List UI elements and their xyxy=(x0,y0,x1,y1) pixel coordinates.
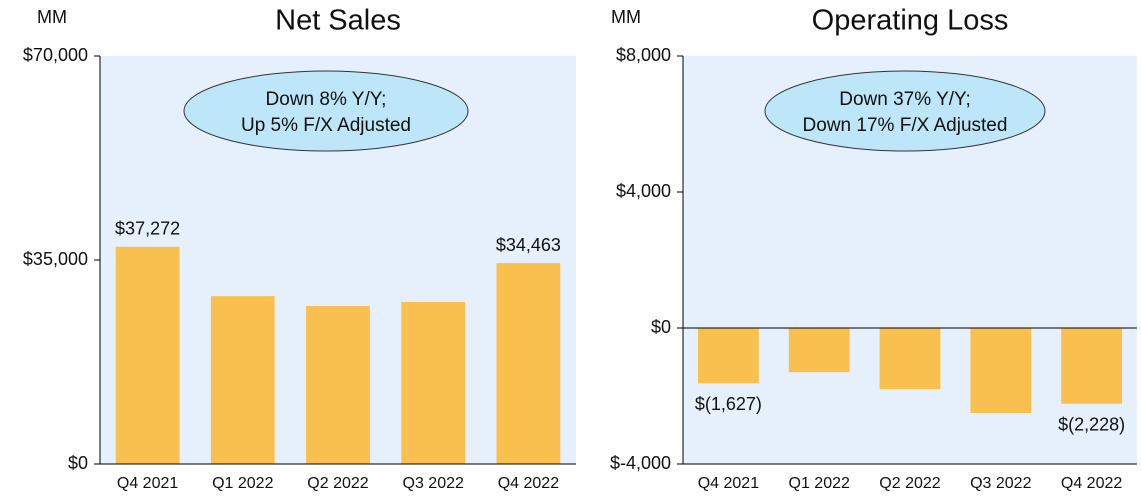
x-tick-label: Q2 2022 xyxy=(879,475,940,492)
y-tick-label: $0 xyxy=(68,453,88,473)
x-tick-label: Q4 2021 xyxy=(117,475,178,492)
y-tick-label: $70,000 xyxy=(23,45,88,65)
data-label: $37,272 xyxy=(115,219,180,239)
y-tick-label: $8,000 xyxy=(616,45,671,65)
y-tick-label: $35,000 xyxy=(23,249,88,269)
callout xyxy=(183,70,469,152)
y-unit: MM xyxy=(611,7,641,27)
x-tick-label: Q1 2022 xyxy=(212,475,273,492)
y-unit: MM xyxy=(37,7,67,27)
bar xyxy=(401,301,466,464)
x-tick-label: Q2 2022 xyxy=(307,475,368,492)
chart-title: Net Sales xyxy=(275,5,401,37)
x-tick-label: Q4 2022 xyxy=(498,475,559,492)
bar xyxy=(970,328,1032,413)
bar xyxy=(306,306,370,464)
y-tick-label: $-4,000 xyxy=(610,453,671,473)
annotation: Down 17% F/X Adjusted xyxy=(803,115,1008,136)
annotation: Down 37% Y/Y; xyxy=(839,89,971,110)
bar xyxy=(1061,328,1123,404)
annotation: Down 8% Y/Y; xyxy=(266,89,387,110)
bar xyxy=(879,328,941,390)
bar xyxy=(496,263,561,464)
data-label: $34,463 xyxy=(496,235,561,255)
x-tick-label: Q3 2022 xyxy=(970,475,1031,492)
chart-title: Operating Loss xyxy=(812,5,1009,37)
y-tick-label: $4,000 xyxy=(616,181,671,201)
x-tick-label: Q4 2022 xyxy=(1061,475,1122,492)
data-label: $(1,627) xyxy=(695,394,762,414)
annotation: Up 5% F/X Adjusted xyxy=(241,115,411,136)
x-tick-label: Q3 2022 xyxy=(403,475,464,492)
bar xyxy=(115,246,180,464)
x-tick-label: Q1 2022 xyxy=(789,475,850,492)
data-label: $(2,228) xyxy=(1058,415,1125,435)
bar xyxy=(788,328,850,373)
bar xyxy=(697,328,759,384)
x-tick-label: Q4 2021 xyxy=(698,475,759,492)
bar xyxy=(210,296,275,464)
callout xyxy=(764,70,1046,152)
y-tick-label: $0 xyxy=(651,317,671,337)
